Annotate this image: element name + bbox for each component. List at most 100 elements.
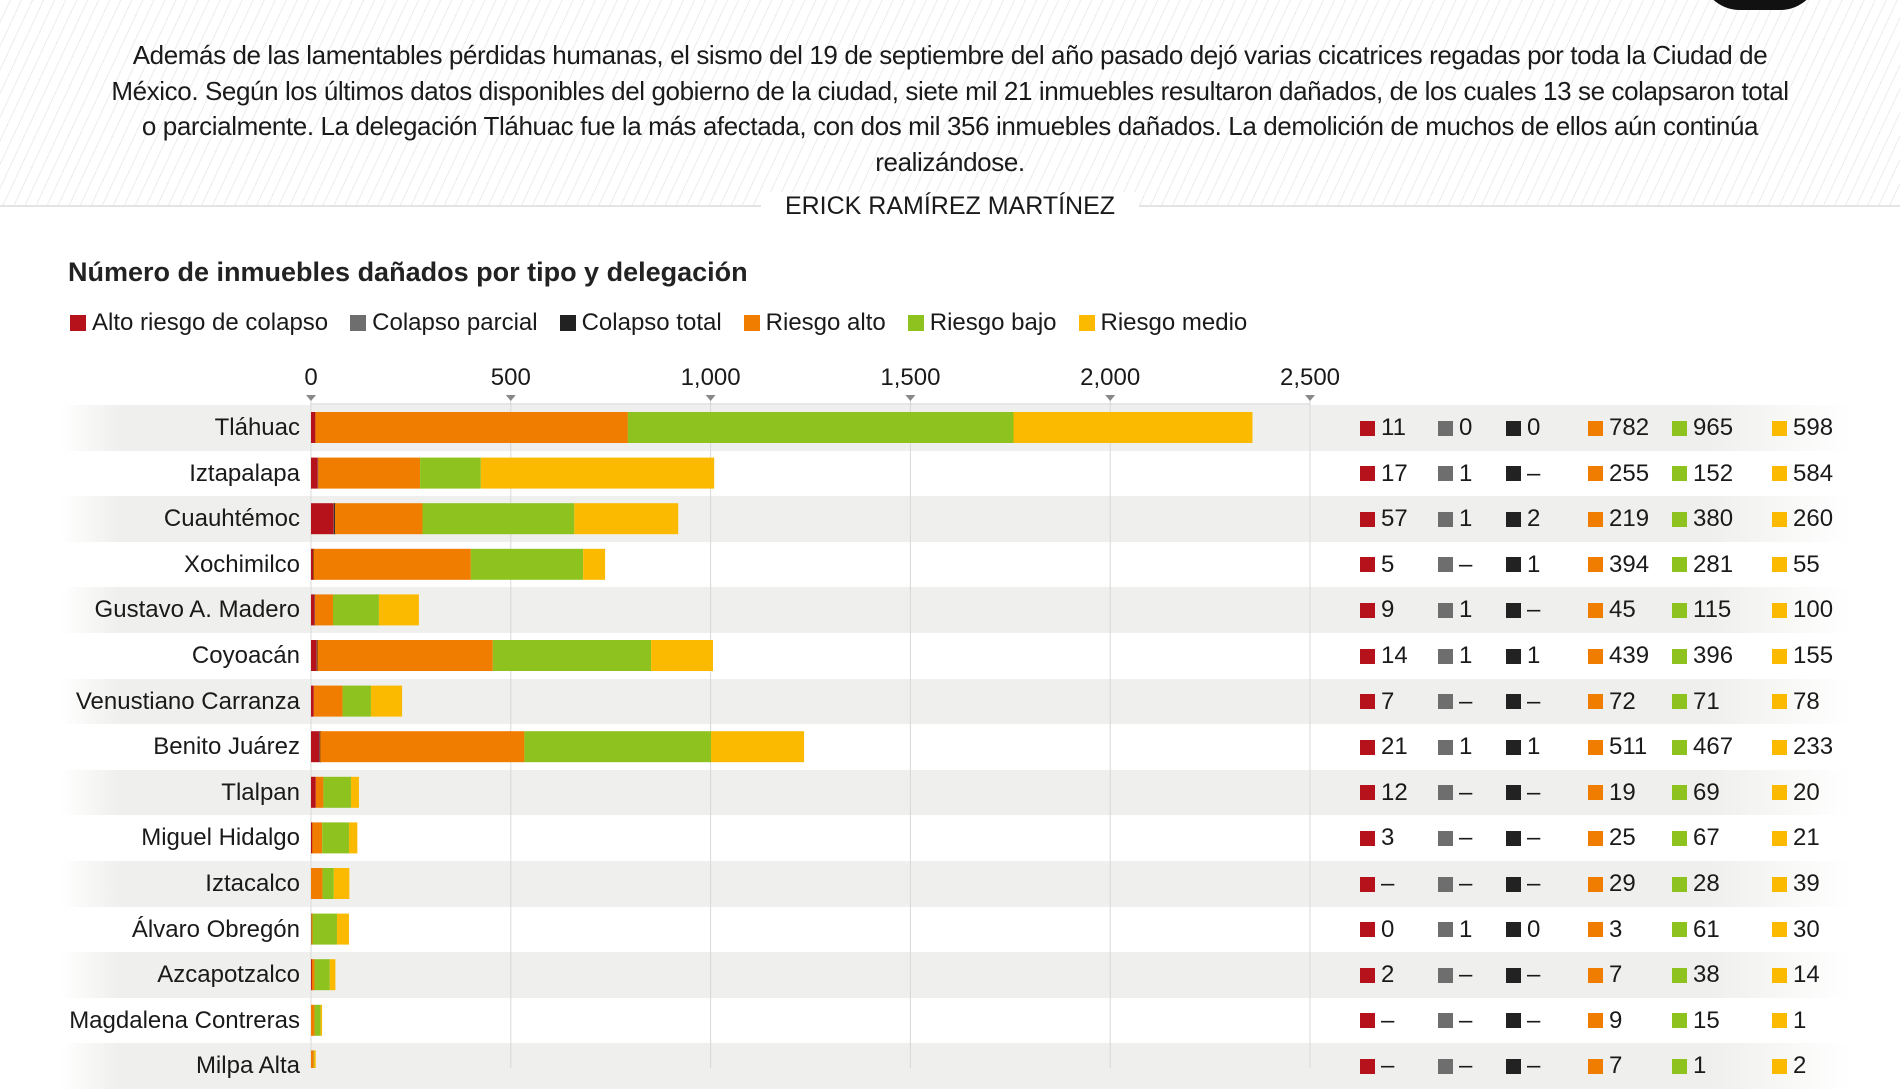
value-text: 19: [1609, 778, 1636, 806]
table-row: Álvaro Obregón 0 1 0 3 61 30: [60, 907, 1870, 953]
value-text: 1: [1527, 733, 1541, 761]
table-row: Miguel Hidalgo 3 – – 25 67 21: [60, 815, 1870, 861]
value-text: –: [1459, 550, 1473, 578]
value-text: 598: [1793, 414, 1834, 441]
data-label: 12: [1360, 779, 1408, 807]
data-label: 598: [1772, 414, 1833, 442]
value-text: 1: [1793, 1006, 1807, 1034]
bar-segment: [627, 412, 1014, 443]
series-swatch: [1588, 694, 1603, 710]
series-swatch: [1672, 694, 1687, 710]
data-label: –: [1506, 824, 1540, 852]
series-swatch: [1588, 830, 1603, 846]
value-text: 1: [1459, 596, 1473, 624]
legend-swatch: [907, 315, 924, 331]
bar-segment: [370, 685, 403, 717]
series-swatch: [1360, 466, 1375, 482]
series-swatch: [1588, 511, 1603, 527]
bar-segment: [311, 548, 313, 580]
data-label: 396: [1672, 642, 1733, 670]
data-label: 394: [1588, 551, 1649, 579]
legend-label: Colapso total: [581, 309, 722, 336]
value-text: 67: [1693, 824, 1720, 852]
series-swatch: [1438, 557, 1453, 573]
series-swatch: [1438, 420, 1453, 436]
value-text: 1: [1459, 642, 1473, 669]
data-label: 67: [1672, 824, 1720, 852]
data-label: –: [1438, 551, 1472, 579]
data-label: 1: [1506, 733, 1540, 761]
data-label: –: [1438, 688, 1472, 716]
data-label: 7: [1588, 961, 1622, 989]
series-swatch: [1360, 557, 1375, 573]
series-swatch: [1772, 511, 1787, 527]
table-row: Tlalpan 12 – – 19 69 20: [60, 769, 1870, 816]
value-text: 29: [1609, 870, 1636, 897]
bar-segment: [314, 594, 333, 626]
header-background: [0, 0, 1900, 207]
data-label: 14: [1360, 642, 1408, 670]
series-swatch: [1506, 739, 1521, 755]
category-label: Xochimilco: [183, 550, 300, 578]
data-label: 1: [1438, 596, 1472, 624]
bar-segment: [322, 868, 334, 899]
byline: ERICK RAMÍREZ MARTÍNEZ: [0, 192, 1900, 221]
bar-segment: [311, 594, 315, 626]
value-text: 1: [1459, 459, 1473, 487]
series-swatch: [1438, 1013, 1453, 1029]
tick-label: 1,500: [880, 364, 941, 391]
data-label: 11: [1360, 414, 1406, 442]
value-text: –: [1459, 961, 1473, 989]
data-label: 72: [1588, 688, 1636, 716]
value-text: 0: [1381, 915, 1395, 943]
series-swatch: [1438, 739, 1453, 755]
table-row: Coyoacán 14 1 1 439 396 155: [60, 633, 1870, 679]
data-label: 155: [1772, 642, 1833, 670]
legend-label: Alto riesgo de colapso: [92, 309, 329, 336]
author: ERICK RAMÍREZ MARTÍNEZ: [760, 192, 1140, 220]
value-text: 72: [1609, 687, 1636, 715]
category-label: Cuauhtémoc: [163, 505, 300, 533]
value-text: 467: [1693, 733, 1734, 761]
bar-segment: [323, 776, 351, 808]
data-label: 15: [1672, 1007, 1720, 1035]
series-swatch: [1506, 1013, 1521, 1029]
category-label: Magdalena Contreras: [69, 1006, 300, 1034]
bar-segment: [651, 640, 713, 671]
series-swatch: [1772, 876, 1787, 892]
legend-label: Riesgo alto: [765, 309, 886, 336]
series-swatch: [1772, 602, 1787, 618]
value-text: –: [1459, 778, 1473, 806]
bar-segment: [334, 503, 336, 535]
bar-segment: [322, 822, 349, 854]
data-label: 28: [1672, 870, 1720, 898]
value-text: 38: [1693, 961, 1720, 989]
series-swatch: [1360, 1013, 1375, 1029]
data-label: –: [1438, 779, 1472, 807]
data-label: –: [1438, 1007, 1472, 1035]
value-text: 7: [1381, 687, 1395, 715]
value-text: 281: [1693, 550, 1734, 578]
tick-mark: [905, 395, 916, 401]
value-text: 9: [1609, 1006, 1623, 1034]
bar-segment: [311, 776, 316, 808]
series-swatch: [1772, 420, 1787, 436]
data-label: 61: [1672, 916, 1720, 944]
value-text: 20: [1793, 778, 1820, 806]
data-label: 380: [1672, 505, 1733, 533]
value-text: 15: [1693, 1006, 1720, 1034]
value-text: 255: [1609, 459, 1650, 487]
data-label: 1: [1506, 642, 1540, 670]
data-label: 100: [1772, 596, 1833, 624]
category-label: Tlalpan: [221, 778, 300, 806]
data-label: 20: [1772, 779, 1820, 807]
series-swatch: [1506, 830, 1521, 846]
series-swatch: [1438, 967, 1453, 983]
series-swatch: [1360, 739, 1375, 755]
value-text: 1: [1527, 642, 1541, 669]
legend-label: Riesgo bajo: [929, 309, 1057, 336]
legend-item: Colapso total: [559, 309, 722, 337]
series-swatch: [1438, 922, 1453, 938]
data-label: 1: [1438, 505, 1472, 533]
data-label: 0: [1438, 414, 1472, 442]
